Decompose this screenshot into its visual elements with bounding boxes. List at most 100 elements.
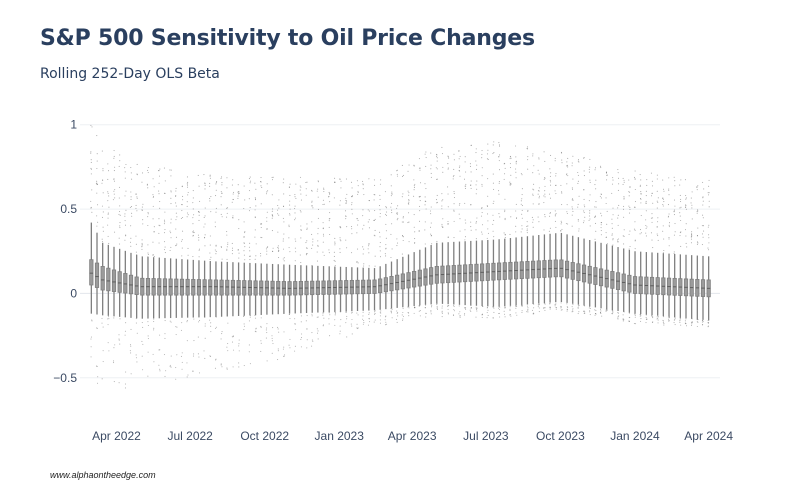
outlier-point [673, 199, 676, 201]
outlier-point [419, 169, 421, 171]
outlier-point [164, 333, 166, 335]
outlier-point [367, 248, 369, 250]
outlier-point [248, 351, 250, 353]
outlier-point [374, 311, 376, 313]
outlier-point [397, 315, 399, 317]
outlier-point [323, 203, 325, 205]
outlier-point [493, 141, 495, 143]
outlier-point [193, 231, 195, 234]
outlier-point [351, 312, 353, 314]
outlier-point [526, 148, 529, 150]
outlier-point [628, 233, 630, 235]
box [293, 183, 298, 352]
outlier-point [656, 226, 658, 228]
outlier-point [379, 322, 382, 324]
outlier-point [707, 192, 709, 194]
outlier-point [503, 232, 505, 234]
outlier-point [595, 206, 597, 208]
outlier-point [153, 361, 155, 363]
outlier-point [538, 307, 540, 309]
outlier-point [549, 168, 551, 170]
outlier-point [425, 188, 427, 190]
outlier-point [158, 232, 160, 234]
outlier-point [153, 231, 155, 233]
outlier-point [289, 208, 291, 210]
outlier-point [560, 184, 562, 186]
outlier-point [612, 179, 614, 181]
outlier-point [271, 194, 273, 196]
outlier-point [181, 361, 183, 363]
outlier-point [481, 207, 483, 209]
outlier-point [600, 234, 602, 236]
outlier-point [391, 209, 393, 211]
outlier-point [254, 229, 256, 231]
outlier-point [141, 246, 143, 248]
outlier-point [124, 171, 126, 173]
outlier-point [430, 206, 432, 208]
outlier-point [447, 308, 449, 310]
outlier-point [408, 203, 410, 205]
outlier-point [492, 317, 494, 319]
outlier-point [447, 193, 449, 195]
outlier-point [617, 207, 619, 209]
outlier-point [215, 326, 217, 328]
outlier-point [396, 175, 399, 177]
outlier-point [231, 242, 233, 245]
outlier-point [227, 322, 229, 324]
outlier-point [430, 176, 432, 178]
outlier-point [175, 212, 177, 214]
outlier-point [521, 213, 523, 215]
outlier-point [431, 243, 433, 245]
outlier-point [662, 205, 664, 207]
box [395, 169, 400, 324]
outlier-point [192, 208, 194, 210]
outlier-point [248, 210, 251, 212]
box-body [225, 279, 230, 296]
outlier-point [351, 325, 353, 327]
outlier-point [221, 333, 223, 335]
outlier-point [707, 226, 709, 228]
outlier-point [385, 214, 388, 216]
outlier-point [210, 331, 212, 333]
outlier-point [368, 210, 370, 212]
outlier-point [561, 228, 563, 230]
outlier-point [441, 310, 443, 312]
outlier-point [652, 321, 654, 323]
outlier-point [424, 229, 426, 231]
outlier-point [572, 210, 574, 213]
outlier-point [374, 255, 376, 257]
outlier-point [238, 252, 240, 254]
outlier-point [186, 205, 188, 207]
outlier-point [526, 311, 528, 313]
outlier-point [114, 166, 116, 168]
outlier-point [680, 324, 682, 326]
outlier-point [300, 337, 303, 339]
box [468, 144, 473, 313]
outlier-point [685, 318, 687, 320]
outlier-point [561, 159, 563, 161]
outlier-point [418, 167, 421, 169]
outlier-point [334, 319, 336, 321]
outlier-point [96, 180, 98, 182]
outlier-point [550, 184, 552, 186]
outlier-point [708, 224, 710, 226]
outlier-point [537, 304, 539, 306]
outlier-point [407, 170, 409, 172]
outlier-point [521, 188, 523, 190]
outlier-point [153, 320, 155, 323]
outlier-point [220, 338, 222, 340]
outlier-point [498, 145, 501, 147]
outlier-point [339, 330, 341, 332]
outlier-point [351, 252, 353, 254]
outlier-point [565, 174, 568, 176]
outlier-point [231, 249, 234, 251]
outlier-point [250, 180, 252, 182]
outlier-point [278, 207, 280, 209]
outlier-point [107, 170, 110, 172]
outlier-point [685, 242, 687, 245]
outlier-point [141, 248, 143, 250]
box [678, 179, 683, 326]
outlier-point [402, 217, 404, 219]
outlier-point [90, 124, 92, 126]
outlier-point [215, 211, 217, 213]
